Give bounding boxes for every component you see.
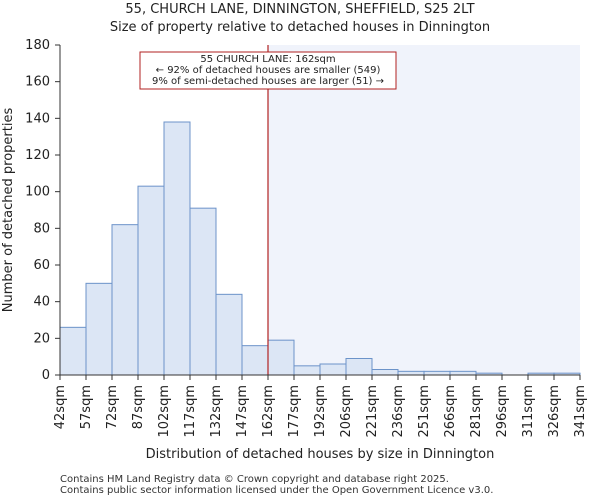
- annotation-box: 55 CHURCH LANE: 162sqm ← 92% of detached…: [139, 51, 397, 90]
- bar: [163, 121, 191, 376]
- bar: [319, 363, 347, 376]
- highlight-region: [268, 45, 580, 375]
- y-tick-label: 120: [25, 148, 50, 163]
- bar: [241, 345, 269, 376]
- x-tick-label: 192sqm: [313, 385, 328, 438]
- x-axis-label: Distribution of detached houses by size …: [146, 447, 495, 462]
- chart-title: 55, CHURCH LANE, DINNINGTON, SHEFFIELD, …: [125, 2, 475, 17]
- annotation-border: [139, 51, 397, 90]
- x-tick-label: 177sqm: [287, 385, 302, 438]
- bar: [111, 224, 139, 376]
- x-tick-label: 296sqm: [495, 385, 510, 438]
- x-tick-label: 326sqm: [547, 385, 562, 438]
- annotation-line-2: ← 92% of detached houses are smaller (54…: [156, 65, 381, 76]
- x-tick-label: 57sqm: [79, 385, 94, 429]
- bar: [137, 185, 165, 376]
- bar: [189, 207, 217, 376]
- footer-licence: Contains public sector information licen…: [60, 485, 494, 496]
- x-tick-label: 42sqm: [53, 385, 68, 429]
- chart-subtitle: Size of property relative to detached ho…: [109, 20, 491, 35]
- y-tick-label: 60: [33, 258, 50, 273]
- bar: [293, 365, 321, 376]
- bar: [423, 370, 451, 376]
- x-tick-label: 236sqm: [391, 385, 406, 438]
- x-tick-label: 281sqm: [469, 385, 484, 438]
- x-tick-label: 221sqm: [365, 385, 380, 438]
- annotation-line-3: 9% of semi-detached houses are larger (5…: [152, 76, 384, 87]
- bar: [345, 358, 373, 376]
- y-axis-label: Number of detached properties: [1, 108, 16, 313]
- x-tick-label: 341sqm: [573, 385, 588, 438]
- x-tick-label: 206sqm: [339, 385, 354, 438]
- x-tick-label: 266sqm: [443, 385, 458, 438]
- annotation-line-1: 55 CHURCH LANE: 162sqm: [200, 54, 335, 65]
- y-tick-label: 80: [33, 221, 50, 236]
- bar: [449, 370, 477, 376]
- x-tick-label: 72sqm: [105, 385, 120, 429]
- y-tick-label: 180: [25, 38, 50, 53]
- x-tick-label: 87sqm: [131, 385, 146, 429]
- y-tick-label: 0: [42, 368, 50, 383]
- bar: [397, 370, 425, 376]
- y-tick-label: 160: [25, 75, 50, 90]
- y-tick-label: 100: [25, 185, 50, 200]
- x-tick-label: 251sqm: [417, 385, 432, 438]
- footer-copyright: Contains HM Land Registry data © Crown c…: [60, 474, 449, 485]
- y-tick-label: 140: [25, 111, 50, 126]
- bar: [85, 282, 113, 376]
- bar: [371, 369, 399, 376]
- x-tick-label: 117sqm: [183, 385, 198, 438]
- x-tick-label: 102sqm: [157, 385, 172, 438]
- bar: [215, 293, 243, 376]
- bar: [59, 326, 87, 376]
- x-tick-label: 147sqm: [235, 385, 250, 438]
- bar: [267, 339, 295, 376]
- x-tick-label: 162sqm: [261, 385, 276, 438]
- x-tick-label: 311sqm: [521, 385, 536, 438]
- x-tick-label: 132sqm: [209, 385, 224, 438]
- y-tick-label: 20: [33, 331, 50, 346]
- y-tick-label: 40: [33, 295, 50, 310]
